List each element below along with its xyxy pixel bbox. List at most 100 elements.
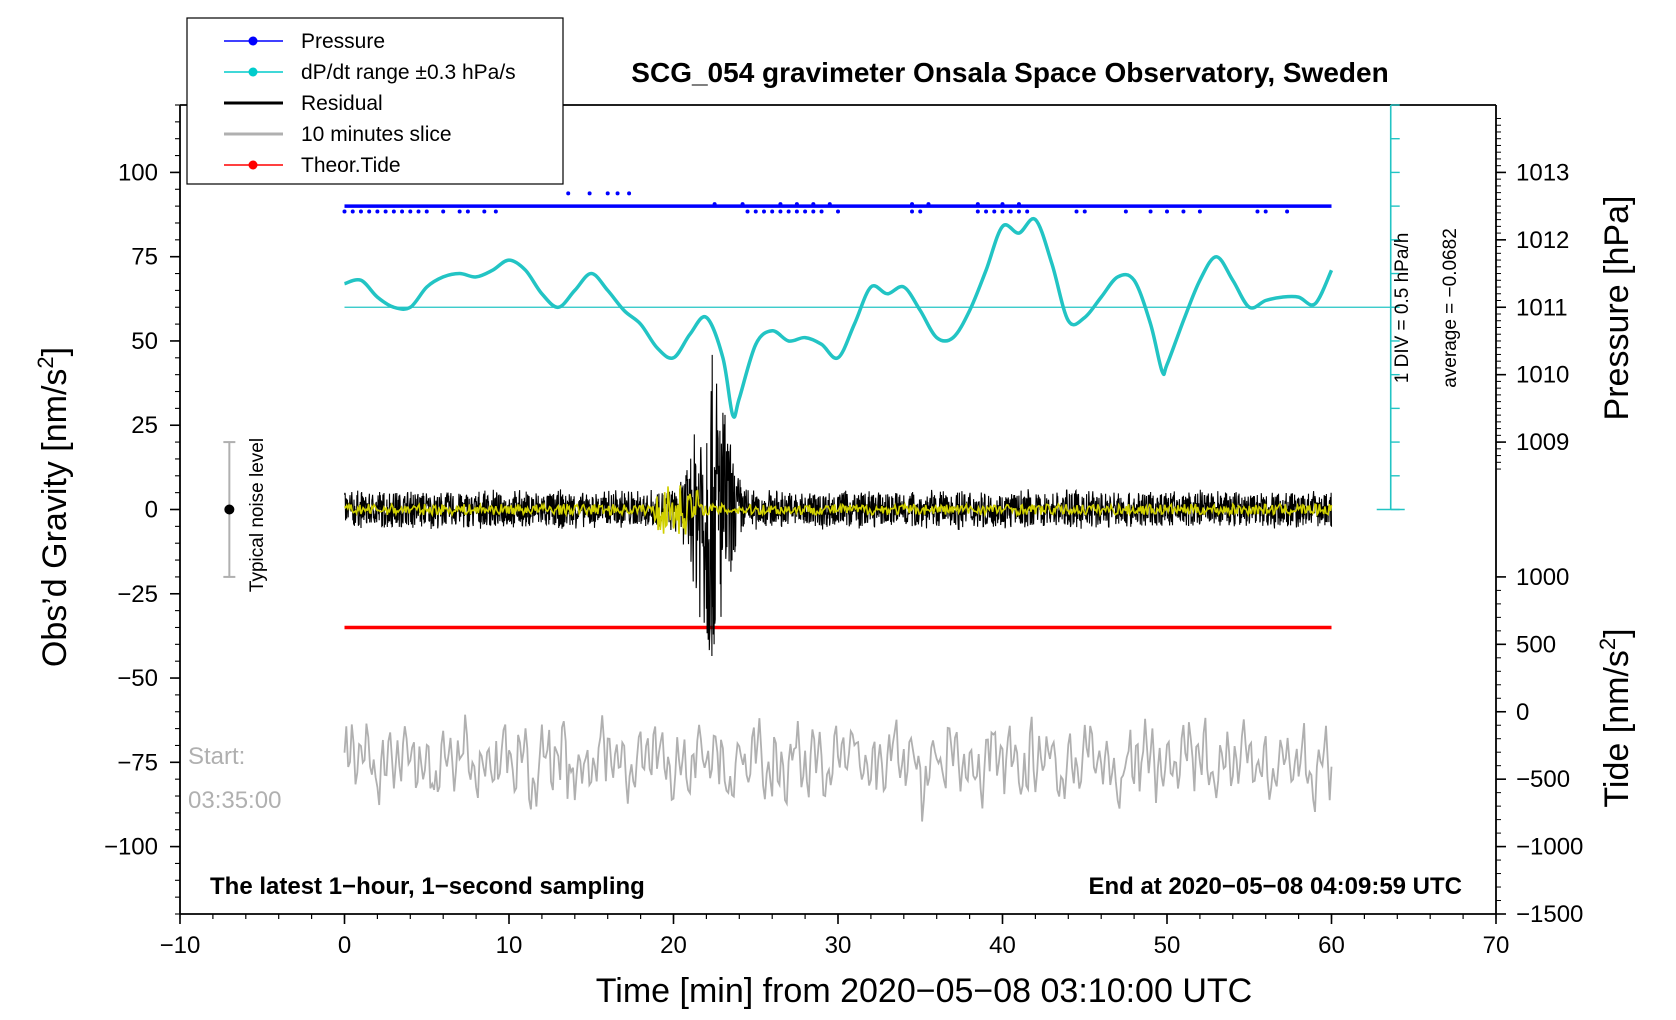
pressure-dot (416, 209, 421, 214)
pressure-dot (367, 209, 372, 214)
pressure-dot (375, 209, 380, 214)
y-tide-tick-label: 0 (1516, 699, 1529, 726)
pressure-dot (482, 209, 487, 214)
pressure-dot (441, 209, 446, 214)
x-tick-label: 70 (1483, 932, 1510, 959)
y-left-tick-label: −50 (117, 665, 158, 692)
pressure-dot (811, 202, 816, 207)
pressure-dot (745, 209, 750, 214)
x-tick-label: 30 (825, 932, 852, 959)
pressure-dot (918, 209, 923, 214)
y-tide-tick-label: −1000 (1516, 834, 1583, 861)
y-left-tick-label: 0 (145, 497, 158, 524)
y-pressure-tick-label: 1011 (1516, 294, 1568, 321)
pressure-dot (1123, 209, 1128, 214)
pressure-dot (778, 209, 783, 214)
legend-marker (248, 67, 258, 77)
y-left-tick-label: 25 (131, 412, 158, 439)
pressure-dot (740, 202, 745, 207)
scale-average-label: average = −0.0682 (1440, 228, 1461, 388)
pressure-dot (1197, 209, 1202, 214)
pressure-dot (424, 209, 429, 214)
x-tick-label: −10 (160, 932, 201, 959)
x-tick-label: 60 (1318, 932, 1345, 959)
y-left-tick-label: −75 (117, 749, 158, 776)
y-left-tick-label: 75 (131, 244, 158, 271)
pressure-dot (1000, 202, 1005, 207)
x-tick-label: 50 (1154, 932, 1181, 959)
pressure-dot (910, 209, 915, 214)
pressure-dot (926, 202, 931, 207)
pressure-dot (358, 209, 363, 214)
pressure-dot (753, 209, 758, 214)
legend-box (186, 17, 564, 185)
pressure-dot (1165, 209, 1169, 214)
y-tide-tick-label: −500 (1516, 766, 1570, 793)
residual-line (343, 354, 1333, 657)
axis-ticks: −10 0 10 20 30 40 50 60 701007550250−25−50−75−10… (104, 104, 1583, 959)
y-axis-label-tide-sup: 2 (1595, 638, 1620, 650)
pressure-dot (493, 209, 498, 214)
y-axis-label-tide: Tide [nm/s2] (1595, 628, 1636, 807)
pressure-dot (350, 209, 355, 214)
y-pressure-tick-label: 1013 (1516, 159, 1569, 186)
scale-div-label: 1 DIV = 0.5 hPa/h (1392, 233, 1413, 384)
pressure-dot (811, 209, 816, 214)
chart-title: SCG_054 gravimeter Onsala Space Observat… (631, 57, 1388, 88)
y-axis-label-gravity-sup: 2 (33, 356, 58, 368)
legend-label: Theor.Tide (301, 154, 401, 177)
pressure-dot (1025, 209, 1030, 214)
y-left-tick-label: 50 (131, 328, 158, 355)
pressure-dot (761, 209, 766, 214)
pressure-dot (465, 209, 470, 214)
start-label: Start: (188, 743, 245, 770)
y-pressure-tick-label: 1009 (1516, 429, 1569, 456)
pressure-dot (1082, 209, 1087, 214)
x-tick-label: 0 (338, 932, 351, 959)
pressure-dot (457, 209, 462, 214)
y-tide-tick-label: 500 (1516, 631, 1556, 658)
legend-label: 10 minutes slice (301, 123, 452, 146)
y-axis-label-gravity: Obs’d Gravity [nm/s2] (33, 347, 74, 667)
dpdt-line (343, 216, 1334, 419)
footer-end-time: End at 2020−05−08 04:09:59 UTC (1088, 873, 1462, 900)
pressure-dot (566, 191, 571, 196)
y-left-tick-label: −25 (117, 581, 158, 608)
y-tide-tick-label: 1000 (1516, 564, 1569, 591)
x-tick-label: 20 (660, 932, 687, 959)
pressure-dot (615, 191, 620, 196)
pressure-dot (827, 202, 832, 207)
pressure-dot (910, 202, 915, 207)
noise-bar-center (224, 504, 235, 515)
pressure-dot (1074, 209, 1079, 214)
y-axis-label-tide-main: Tide [nm/s (1598, 650, 1636, 807)
legend-label: Residual (301, 92, 383, 115)
slice-line (343, 714, 1333, 822)
pressure-dot (1016, 209, 1021, 214)
pressure-dot (408, 209, 413, 214)
legend-label: Pressure (301, 30, 385, 53)
pressure-dot (342, 209, 347, 214)
pressure-dot (712, 202, 717, 207)
y-tide-tick-label: −1500 (1516, 901, 1583, 928)
y-pressure-tick-label: 1010 (1516, 362, 1569, 389)
pressure-dot (770, 209, 775, 214)
y-pressure-tick-label: 1012 (1516, 227, 1569, 254)
start-time: 03:35:00 (188, 787, 281, 814)
pressure-dot (794, 209, 799, 214)
pressure-dot (587, 191, 592, 196)
x-tick-label: 10 (496, 932, 523, 959)
pressure-dot (1181, 209, 1186, 214)
legend-label: dP/dt range ±0.3 hPa/s (301, 61, 516, 84)
pressure-dot (383, 209, 388, 214)
pressure-dot (1000, 209, 1005, 214)
pressure-dot (1148, 209, 1153, 214)
legend-marker (248, 160, 258, 170)
pressure-dot (803, 209, 808, 214)
y-axis-label-gravity-main: Obs’d Gravity [nm/s (36, 369, 74, 668)
pressure-dot (1255, 209, 1260, 214)
pressure-dot (778, 202, 783, 207)
pressure-dot (400, 209, 405, 214)
legend: Pressure dP/dt range ±0.3 hPa/s Residual 10… (186, 17, 564, 185)
